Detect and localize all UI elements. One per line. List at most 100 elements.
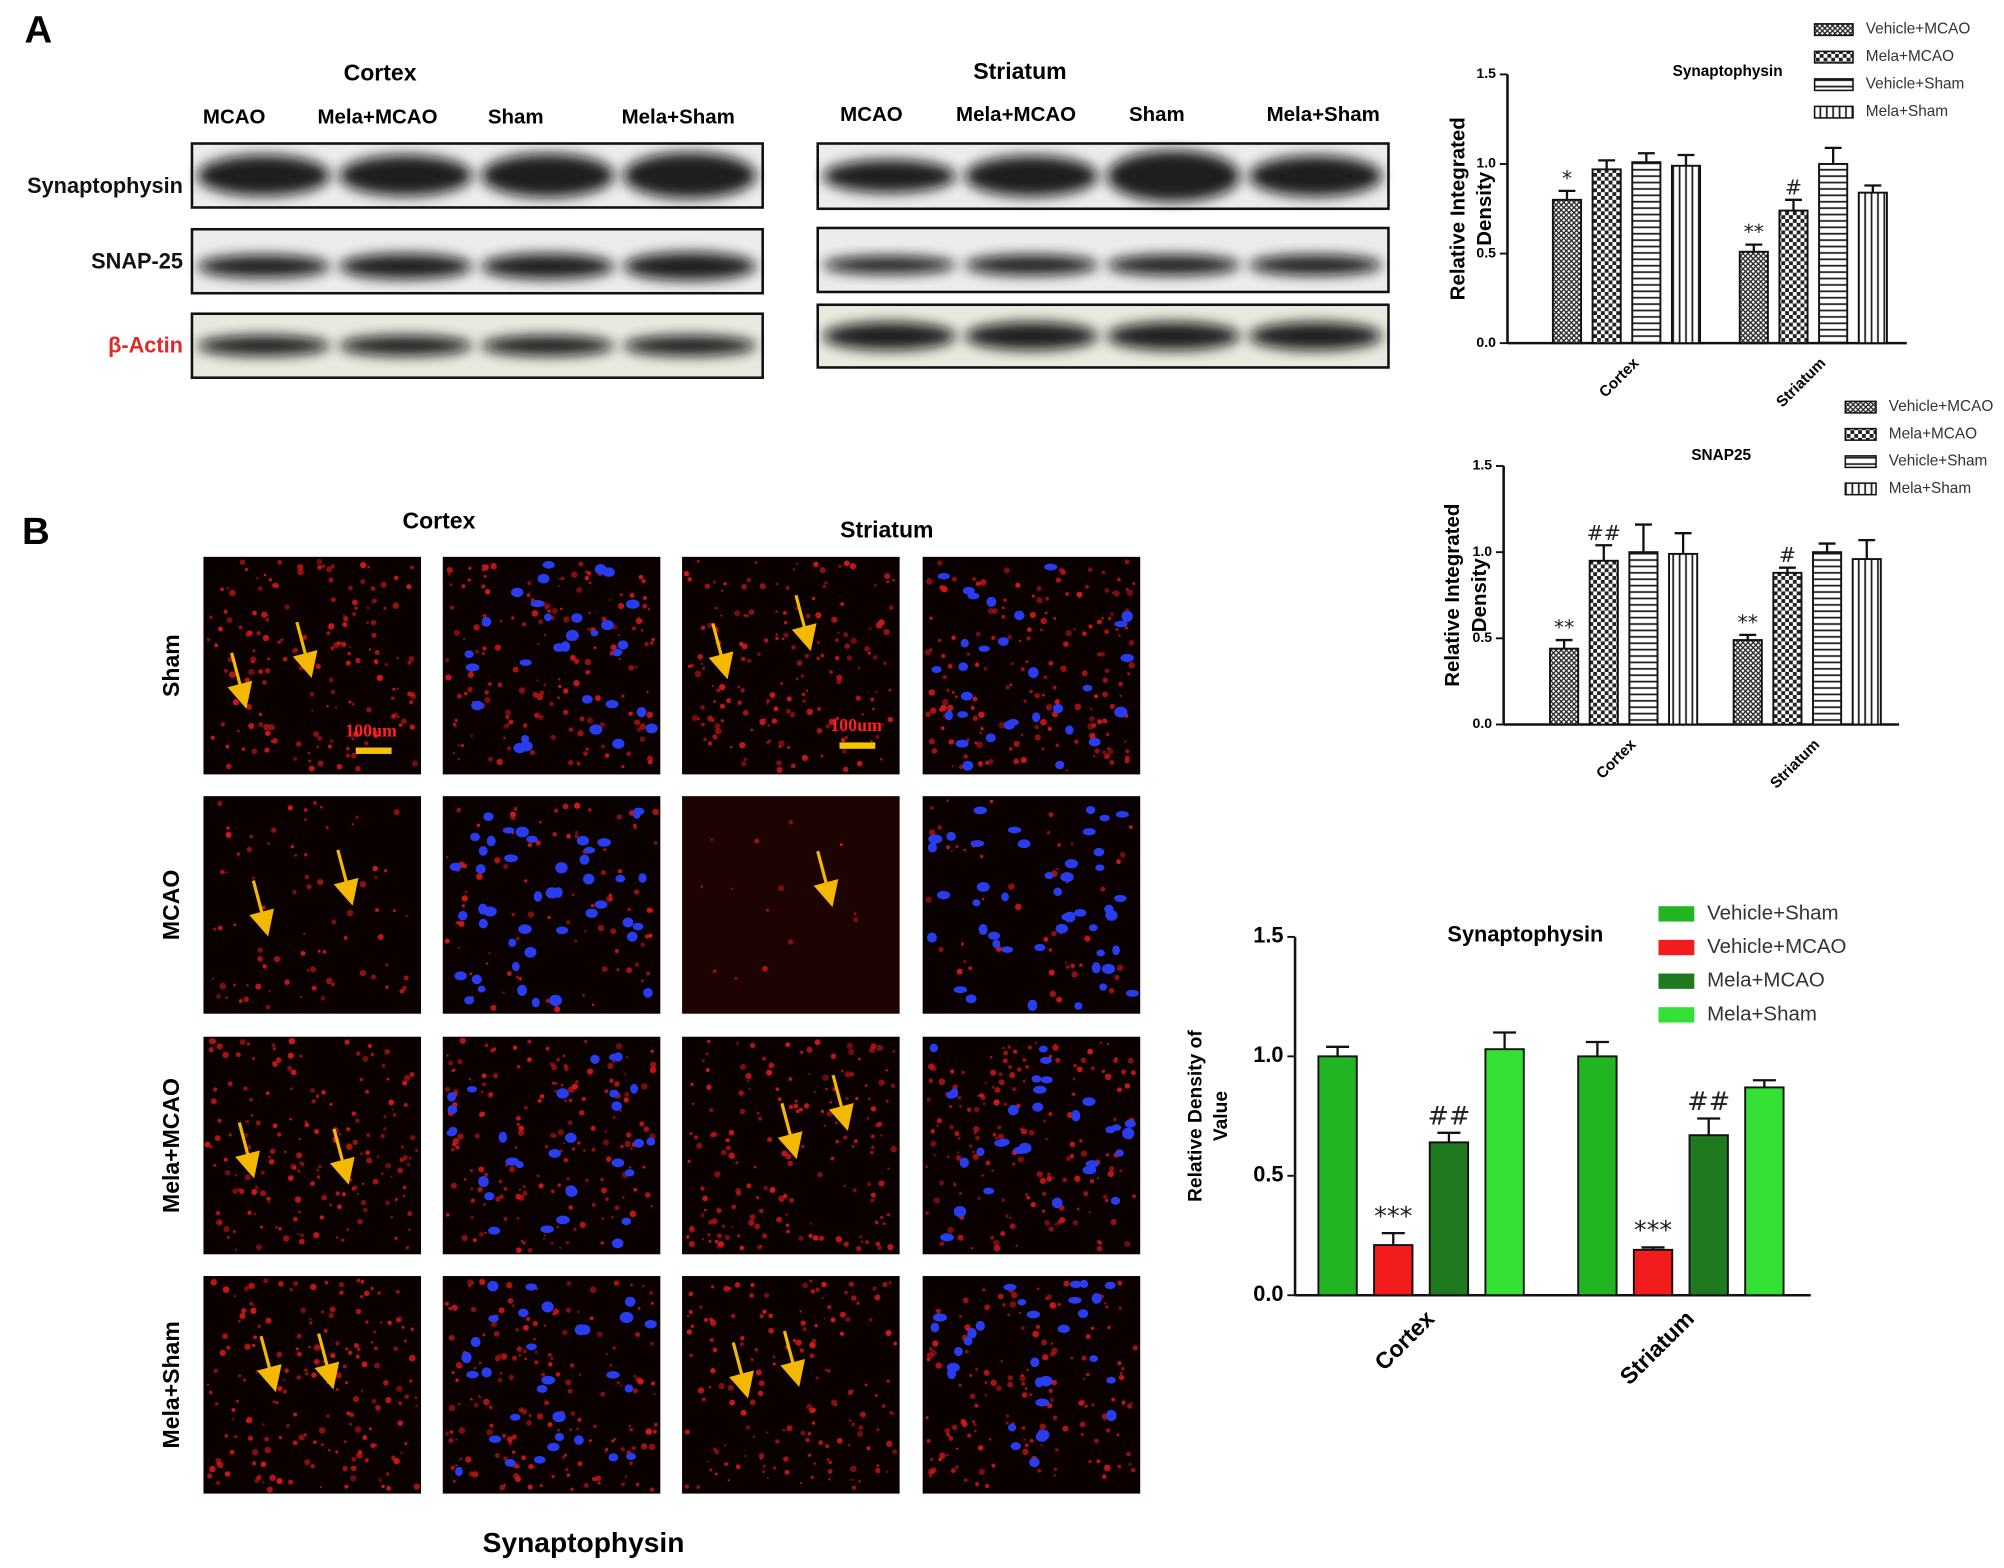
red-signal	[459, 1037, 466, 1044]
red-signal	[448, 1438, 454, 1444]
red-signal	[1045, 596, 1050, 601]
red-signal	[997, 1293, 1004, 1300]
red-signal	[734, 977, 738, 980]
red-signal	[262, 680, 267, 685]
red-signal	[331, 919, 337, 925]
red-signal	[938, 947, 944, 953]
red-signal	[938, 1078, 946, 1086]
red-signal	[297, 1169, 301, 1173]
red-signal	[584, 575, 590, 581]
red-signal	[600, 1241, 604, 1245]
red-signal	[766, 702, 769, 705]
nucleus	[509, 1413, 521, 1421]
red-signal	[391, 714, 396, 719]
red-signal	[1015, 903, 1022, 911]
red-signal	[547, 915, 551, 920]
red-signal	[828, 1478, 831, 1481]
y-tick-label: 1.5	[1473, 457, 1493, 473]
red-signal	[775, 633, 778, 636]
red-signal	[346, 1228, 349, 1231]
red-signal	[635, 1482, 640, 1487]
red-signal	[887, 716, 894, 723]
red-signal	[251, 660, 255, 664]
red-signal	[370, 1286, 374, 1291]
red-signal	[1012, 1087, 1017, 1092]
red-signal	[811, 1338, 817, 1344]
red-signal	[368, 1427, 372, 1431]
red-signal	[617, 868, 623, 874]
nucleus	[1035, 1398, 1050, 1407]
nucleus	[606, 1371, 620, 1379]
red-signal	[781, 637, 785, 640]
red-signal	[476, 823, 481, 827]
red-signal	[455, 1438, 458, 1441]
red-signal	[775, 582, 779, 586]
red-signal	[1105, 732, 1110, 737]
red-signal	[754, 838, 760, 844]
red-signal	[351, 702, 355, 706]
red-signal	[713, 700, 716, 703]
red-signal	[639, 723, 646, 730]
red-signal	[851, 1295, 857, 1301]
red-signal	[317, 949, 321, 953]
red-signal	[853, 912, 857, 915]
red-signal	[584, 930, 587, 933]
red-signal	[1045, 1137, 1048, 1141]
red-signal	[584, 658, 592, 666]
red-signal	[974, 1429, 977, 1433]
red-signal	[310, 1087, 315, 1093]
red-signal	[1053, 1467, 1058, 1472]
nucleus	[556, 1088, 569, 1099]
red-signal	[277, 1132, 282, 1137]
red-signal	[1106, 1153, 1110, 1157]
red-signal	[253, 1335, 258, 1340]
red-signal	[390, 696, 395, 701]
red-signal	[1066, 881, 1069, 884]
red-signal	[1115, 627, 1119, 631]
red-signal	[522, 723, 528, 728]
red-signal	[877, 1121, 883, 1127]
red-signal	[1054, 1448, 1059, 1452]
red-signal	[623, 1097, 629, 1103]
red-signal	[766, 1069, 773, 1076]
red-signal	[743, 757, 748, 762]
red-signal	[403, 1074, 411, 1082]
nucleus	[518, 1308, 529, 1318]
red-signal	[994, 1087, 1001, 1093]
red-signal	[396, 1316, 403, 1323]
red-signal	[727, 1384, 734, 1391]
red-signal	[370, 974, 376, 980]
red-signal	[222, 1286, 230, 1293]
blot-band	[197, 335, 331, 356]
red-signal	[313, 1232, 320, 1239]
red-signal	[1017, 1156, 1025, 1163]
red-signal	[345, 753, 350, 758]
red-signal	[461, 895, 468, 902]
red-signal	[455, 1378, 459, 1382]
red-signal	[507, 1297, 514, 1304]
red-signal	[296, 1375, 302, 1380]
red-signal	[1127, 1057, 1134, 1064]
red-signal	[533, 1337, 536, 1341]
nucleus	[1091, 1292, 1102, 1304]
red-signal	[731, 1226, 734, 1229]
red-signal	[593, 646, 597, 650]
red-signal	[304, 874, 310, 880]
red-signal	[385, 985, 389, 989]
nucleus	[997, 637, 1009, 646]
red-signal	[800, 1144, 805, 1149]
nucleus	[502, 827, 515, 834]
red-signal	[1117, 1361, 1122, 1366]
red-signal	[393, 1346, 399, 1352]
nucleus	[1003, 1283, 1017, 1291]
red-signal	[624, 1073, 627, 1076]
red-signal	[457, 757, 460, 761]
red-signal	[723, 1285, 730, 1292]
red-signal	[408, 656, 415, 662]
red-signal	[355, 1308, 362, 1315]
red-signal	[1071, 971, 1078, 978]
red-signal	[359, 1077, 364, 1082]
red-signal	[687, 577, 692, 582]
red-signal	[397, 1167, 404, 1174]
red-signal	[958, 1383, 962, 1387]
